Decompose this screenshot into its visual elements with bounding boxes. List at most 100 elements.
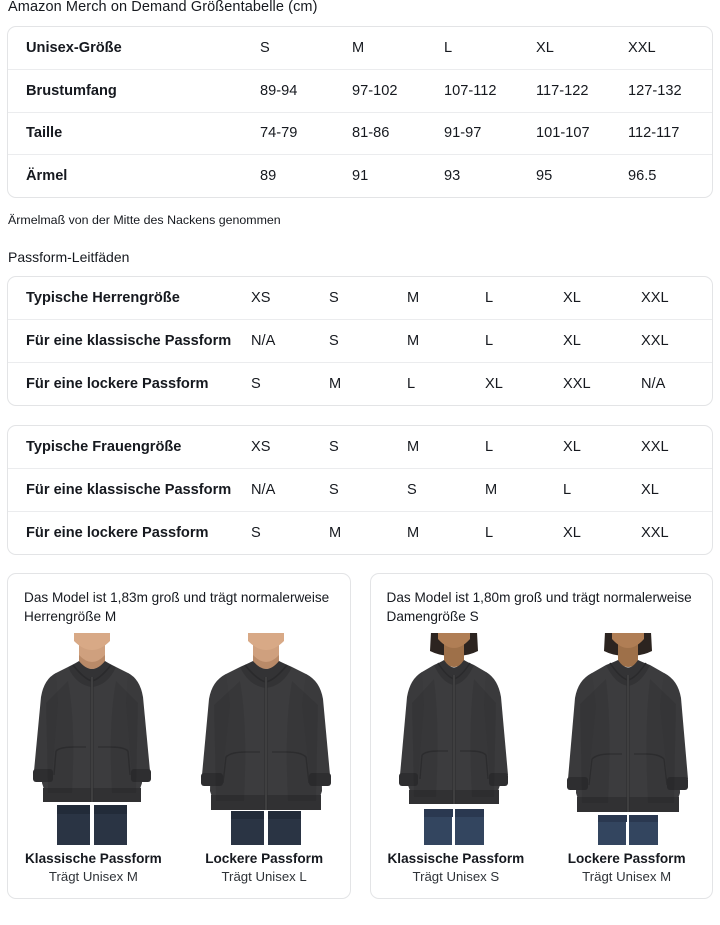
mens-relaxed-2: L xyxy=(407,362,485,406)
cell-waist-m: 81-86 xyxy=(352,111,444,155)
cell-chest-m: 97-102 xyxy=(352,69,444,113)
table-row: Taille 74-79 81-86 91-97 101-107 112-117 xyxy=(8,111,712,155)
womens-relaxed-2: M xyxy=(407,510,485,554)
womens-fit-table: Typische Frauengröße XS S M L XL XXL Für… xyxy=(7,425,713,555)
fit-wears: Trägt Unisex M xyxy=(582,868,672,884)
womens-classic-5: XL xyxy=(641,468,712,512)
model-card-caption: Das Model ist 1,83m groß und trägt norma… xyxy=(24,589,330,624)
column-header-m: M xyxy=(352,40,365,57)
column-header-xxl: XXL xyxy=(628,40,656,57)
column-header-unisex-size: Unisex-Größe xyxy=(26,40,122,57)
mens-relaxed-4: XXL xyxy=(563,362,641,406)
cell-waist-s: 74-79 xyxy=(260,111,352,155)
cell-sleeve-s: 89 xyxy=(260,154,352,198)
model-figure-labels-female: Klassische Passform Trägt Unisex S Locke… xyxy=(371,850,713,886)
womens-header-xxl: XXL xyxy=(641,439,669,456)
mens-relaxed-0: S xyxy=(251,362,329,406)
model-figure-male-classic xyxy=(8,632,176,845)
table-header-row: Typische Frauengröße XS S M L XL XXL xyxy=(8,426,712,469)
fit-name: Klassische Passform xyxy=(24,850,162,866)
mens-header-xl: XL xyxy=(563,290,581,307)
column-header-s: S xyxy=(260,40,270,57)
mens-classic-3: L xyxy=(485,319,563,363)
column-header-typical-womens-size: Typische Frauengröße xyxy=(26,439,182,456)
model-card-female: Das Model ist 1,80m groß und trägt norma… xyxy=(369,572,713,899)
model-card-male: Das Model ist 1,83m groß und trägt norma… xyxy=(7,572,351,899)
model-figures-male xyxy=(8,632,350,845)
womens-classic-0: N/A xyxy=(251,468,329,512)
model-figure-male-relaxed xyxy=(182,632,350,845)
model-figure-labels-male: Klassische Passform Trägt Unisex M Locke… xyxy=(8,850,350,886)
fit-wears: Trägt Unisex S xyxy=(412,868,500,884)
fit-wears: Trägt Unisex L xyxy=(221,868,307,884)
mens-relaxed-1: M xyxy=(329,362,407,406)
female-model-classic-fit-image xyxy=(378,632,531,845)
cell-waist-l: 91-97 xyxy=(444,111,536,155)
page-title: Amazon Merch on Demand Größentabelle (cm… xyxy=(8,0,318,15)
figure-label-female-classic: Klassische Passform Trägt Unisex S xyxy=(371,850,542,886)
cell-waist-xl: 101-107 xyxy=(536,111,628,155)
table-row: Für eine klassische Passform N/A S M L X… xyxy=(8,319,712,363)
figure-label-female-relaxed: Lockere Passform Trägt Unisex M xyxy=(541,850,712,886)
womens-classic-3: M xyxy=(485,468,563,512)
fit-name: Lockere Passform xyxy=(567,850,686,866)
womens-header-xs: XS xyxy=(251,439,271,456)
fit-name: Klassische Passform xyxy=(387,850,525,866)
mens-header-s: S xyxy=(329,290,339,307)
row-label-mens-classic-fit: Für eine klassische Passform xyxy=(8,319,251,363)
cell-sleeve-xl: 95 xyxy=(536,154,628,198)
unisex-size-table: Unisex-Größe S M L XL XXL Brustumfang 89… xyxy=(7,26,713,199)
table-row: Für eine klassische Passform N/A S S M L… xyxy=(8,468,712,512)
cell-chest-l: 107-112 xyxy=(444,69,536,113)
mens-header-m: M xyxy=(407,290,420,307)
row-label-chest: Brustumfang xyxy=(8,69,260,113)
mens-classic-4: XL xyxy=(563,319,641,363)
mens-classic-2: M xyxy=(407,319,485,363)
cell-chest-xxl: 127-132 xyxy=(628,69,712,113)
fit-name: Lockere Passform xyxy=(205,850,324,866)
womens-relaxed-5: XXL xyxy=(641,510,712,554)
row-label-womens-classic-fit: Für eine klassische Passform xyxy=(8,468,251,512)
cell-chest-xl: 117-122 xyxy=(536,69,628,113)
row-label-mens-relaxed-fit: Für eine lockere Passform xyxy=(8,362,251,406)
womens-relaxed-0: S xyxy=(251,510,329,554)
womens-relaxed-3: L xyxy=(485,510,563,554)
model-card-caption: Das Model ist 1,80m groß und trägt norma… xyxy=(386,589,692,624)
column-header-typical-mens-size: Typische Herrengröße xyxy=(26,290,180,307)
cell-sleeve-xxl: 96.5 xyxy=(628,154,712,198)
mens-fit-table: Typische Herrengröße XS S M L XL XXL Für… xyxy=(7,276,713,407)
mens-header-xxl: XXL xyxy=(641,290,669,307)
table-row: Für eine lockere Passform S M M L XL XXL xyxy=(8,510,712,554)
model-figure-female-relaxed xyxy=(544,632,712,845)
sleeve-measurement-note: Ärmelmaß von der Mitte des Nackens genom… xyxy=(8,213,281,228)
womens-relaxed-4: XL xyxy=(563,510,641,554)
male-model-relaxed-fit-image xyxy=(189,632,342,845)
figure-label-male-classic: Klassische Passform Trägt Unisex M xyxy=(8,850,179,886)
cell-waist-xxl: 112-117 xyxy=(628,111,712,155)
cell-sleeve-l: 93 xyxy=(444,154,536,198)
cell-chest-s: 89-94 xyxy=(260,69,352,113)
model-cards: Das Model ist 1,83m groß und trägt norma… xyxy=(7,572,713,899)
mens-relaxed-5: N/A xyxy=(641,362,712,406)
fit-guides-title: Passform-Leitfäden xyxy=(8,249,130,266)
table-row: Ärmel 89 91 93 95 96.5 xyxy=(8,154,712,198)
womens-classic-2: S xyxy=(407,468,485,512)
table-row: Brustumfang 89-94 97-102 107-112 117-122… xyxy=(8,69,712,113)
figure-label-male-relaxed: Lockere Passform Trägt Unisex L xyxy=(179,850,350,886)
mens-header-l: L xyxy=(485,290,494,307)
mens-header-xs: XS xyxy=(251,290,271,307)
row-label-waist: Taille xyxy=(8,111,260,155)
womens-header-xl: XL xyxy=(563,439,581,456)
column-header-l: L xyxy=(444,40,453,57)
womens-header-m: M xyxy=(407,439,420,456)
female-model-relaxed-fit-image xyxy=(552,632,705,845)
table-row: Für eine lockere Passform S M L XL XXL N… xyxy=(8,362,712,406)
mens-classic-0: N/A xyxy=(251,319,329,363)
womens-header-l: L xyxy=(485,439,494,456)
fit-wears: Trägt Unisex M xyxy=(48,868,138,884)
mens-classic-5: XXL xyxy=(641,319,712,363)
mens-relaxed-3: XL xyxy=(485,362,563,406)
cell-sleeve-m: 91 xyxy=(352,154,444,198)
table-header-row: Typische Herrengröße XS S M L XL XXL xyxy=(8,277,712,320)
